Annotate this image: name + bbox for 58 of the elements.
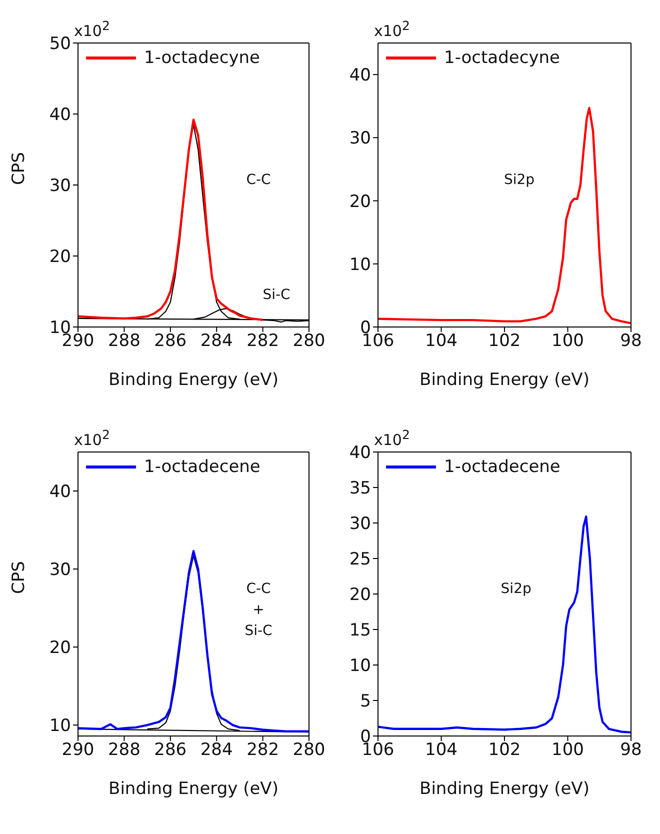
x-tick-label: 282 [246,331,280,352]
x-axis-title: Binding Energy (eV) [420,779,590,799]
x-tick-label: 290 [62,740,94,760]
x-tick-label: 286 [154,740,187,760]
y-tick-label: 20 [349,585,371,606]
x-tick-label: 102 [488,740,521,760]
x-axis-title: Binding Energy (eV) [108,779,278,799]
x-tick-label: 284 [200,740,233,760]
text: x10$^{2}$ [74,427,110,449]
x-tick-label: 98 [620,331,642,352]
x-tick-label: 102 [488,331,521,352]
x-tick-label: 98 [620,740,642,760]
y-tick-label: 30 [349,514,371,534]
x-tick-label: 286 [154,331,187,352]
legend-label: 1-octadecyne [444,48,560,68]
x-tick-label: 100 [552,331,584,352]
x-axis-title: Binding Energy (eV) [420,370,590,390]
y-tick-label: 40 [349,66,371,86]
annotation: Si2p [504,170,535,190]
annotation: C-C [246,170,271,190]
y-tick-label: 10 [49,716,71,736]
y-tick-label: 30 [49,176,71,196]
y-tick-label: 20 [49,247,71,268]
y-tick-label: 10 [349,656,371,676]
y-tick-label: 10 [349,254,371,275]
y-tick-label: 30 [49,560,71,580]
y-tick-label: 20 [349,192,371,212]
text: x10$^{2}$ [374,18,410,40]
legend-label: 1-octadecene [144,457,260,477]
y-tick-label: 40 [49,482,71,502]
y-tick-label: 50 [49,34,71,54]
annotation: Si2p [500,580,532,599]
y-tick-label: 40 [49,105,71,126]
y-tick-label: 25 [349,550,371,570]
text: x10$^{2}$ [74,18,110,40]
x-tick-label: 280 [292,331,326,352]
y-axis-title: CPS [9,561,30,594]
y-tick-label: 5 [360,692,371,712]
x-tick-label: 104 [425,740,458,760]
legend-label: 1-octadecene [444,457,560,477]
x-tick-label: 288 [108,740,140,760]
y-tick-label: 40 [349,443,371,464]
y-tick-label: 35 [349,478,371,499]
x-tick-label: 288 [108,331,140,352]
text: x10$^{2}$ [374,427,410,449]
x-tick-label: 100 [552,740,584,760]
x-tick-label: 284 [200,331,233,352]
y-tick-label: 20 [49,638,71,658]
x-tick-label: 282 [246,740,280,760]
annotation: Si-C [262,286,290,306]
x-axis-title: Binding Energy (eV) [108,370,278,390]
y-tick-label: 30 [349,128,371,149]
y-axis-title: CPS [9,152,30,185]
y-tick-label: 15 [349,620,371,641]
x-tick-label: 280 [292,740,326,760]
x-tick-label: 104 [425,331,458,352]
legend-label: 1-octadecyne [144,48,260,68]
annotation: C-C + Si-C [244,580,272,641]
